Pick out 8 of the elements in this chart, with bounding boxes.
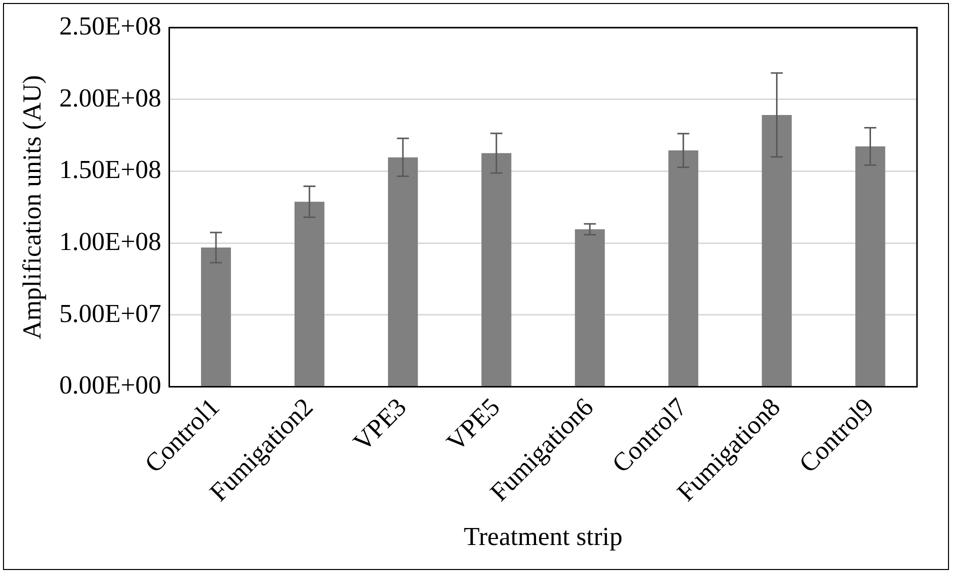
y-tick-label: 2.50E+08 (59, 11, 162, 40)
y-tick-label: 0.00E+00 (59, 370, 162, 400)
y-tick-label: 1.50E+08 (59, 155, 162, 184)
y-tick-label: 1.00E+08 (59, 226, 162, 256)
y-tick-label: 5.00E+07 (59, 298, 162, 328)
y-tick-label: 2.00E+08 (59, 83, 162, 112)
x-axis-title: Treatment strip (464, 522, 622, 552)
y-axis-title: Amplification units (AU) (17, 75, 46, 340)
